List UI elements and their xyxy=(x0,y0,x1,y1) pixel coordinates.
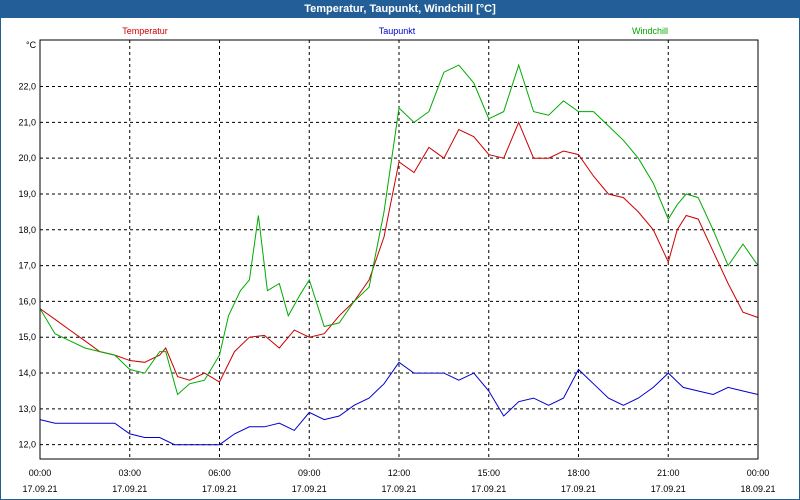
legend: Temperatur Taupunkt Windchill xyxy=(122,26,668,36)
y-tick-label: 12,0 xyxy=(18,440,36,450)
series-line-taupunkt xyxy=(39,361,759,446)
y-tick-label: 15,0 xyxy=(18,332,36,342)
y-tick-label: 20,0 xyxy=(18,153,36,163)
x-tick-date: 17.09.21 xyxy=(471,484,506,494)
x-tick-date: 17.09.21 xyxy=(651,484,686,494)
y-axis-unit: °C xyxy=(26,40,37,50)
y-tick-label: 22,0 xyxy=(18,82,36,92)
y-tick-label: 13,0 xyxy=(18,404,36,414)
x-tick-date: 17.09.21 xyxy=(561,484,596,494)
series-line-windchill xyxy=(39,63,759,396)
plot-frame xyxy=(39,39,759,460)
axis-ticks: 12,0 13,0 14,0 15,0 16,0 17,0 18,0 19,0 20,0 21,0… xyxy=(18,82,775,494)
window-title: Temperatur, Taupunkt, Windchill [°C] xyxy=(1,1,799,18)
series-lines xyxy=(39,63,759,446)
legend-temperatur: Temperatur xyxy=(122,26,168,36)
series-line-temperatur xyxy=(39,121,759,383)
x-tick-time: 21:00 xyxy=(657,468,680,478)
grid xyxy=(40,40,758,459)
x-tick-time: 15:00 xyxy=(477,468,500,478)
x-tick-date: 17.09.21 xyxy=(381,484,416,494)
x-tick-date: 17.09.21 xyxy=(202,484,237,494)
y-tick-label: 17,0 xyxy=(18,261,36,271)
y-tick-label: 14,0 xyxy=(18,368,36,378)
legend-windchill: Windchill xyxy=(632,26,668,36)
x-tick-time: 18:00 xyxy=(567,468,590,478)
x-tick-time: 00:00 xyxy=(29,468,52,478)
y-tick-label: 18,0 xyxy=(18,225,36,235)
y-tick-label: 16,0 xyxy=(18,296,36,306)
x-tick-date: 17.09.21 xyxy=(292,484,327,494)
x-tick-time: 06:00 xyxy=(208,468,231,478)
legend-taupunkt: Taupunkt xyxy=(379,26,416,36)
x-tick-date: 17.09.21 xyxy=(22,484,57,494)
x-tick-time: 09:00 xyxy=(298,468,321,478)
y-tick-label: 21,0 xyxy=(18,117,36,127)
x-tick-date: 17.09.21 xyxy=(112,484,147,494)
x-tick-date: 18.09.21 xyxy=(740,484,775,494)
x-tick-time: 03:00 xyxy=(118,468,141,478)
x-tick-time: 12:00 xyxy=(388,468,411,478)
y-tick-label: 19,0 xyxy=(18,189,36,199)
x-tick-time: 00:00 xyxy=(747,468,770,478)
